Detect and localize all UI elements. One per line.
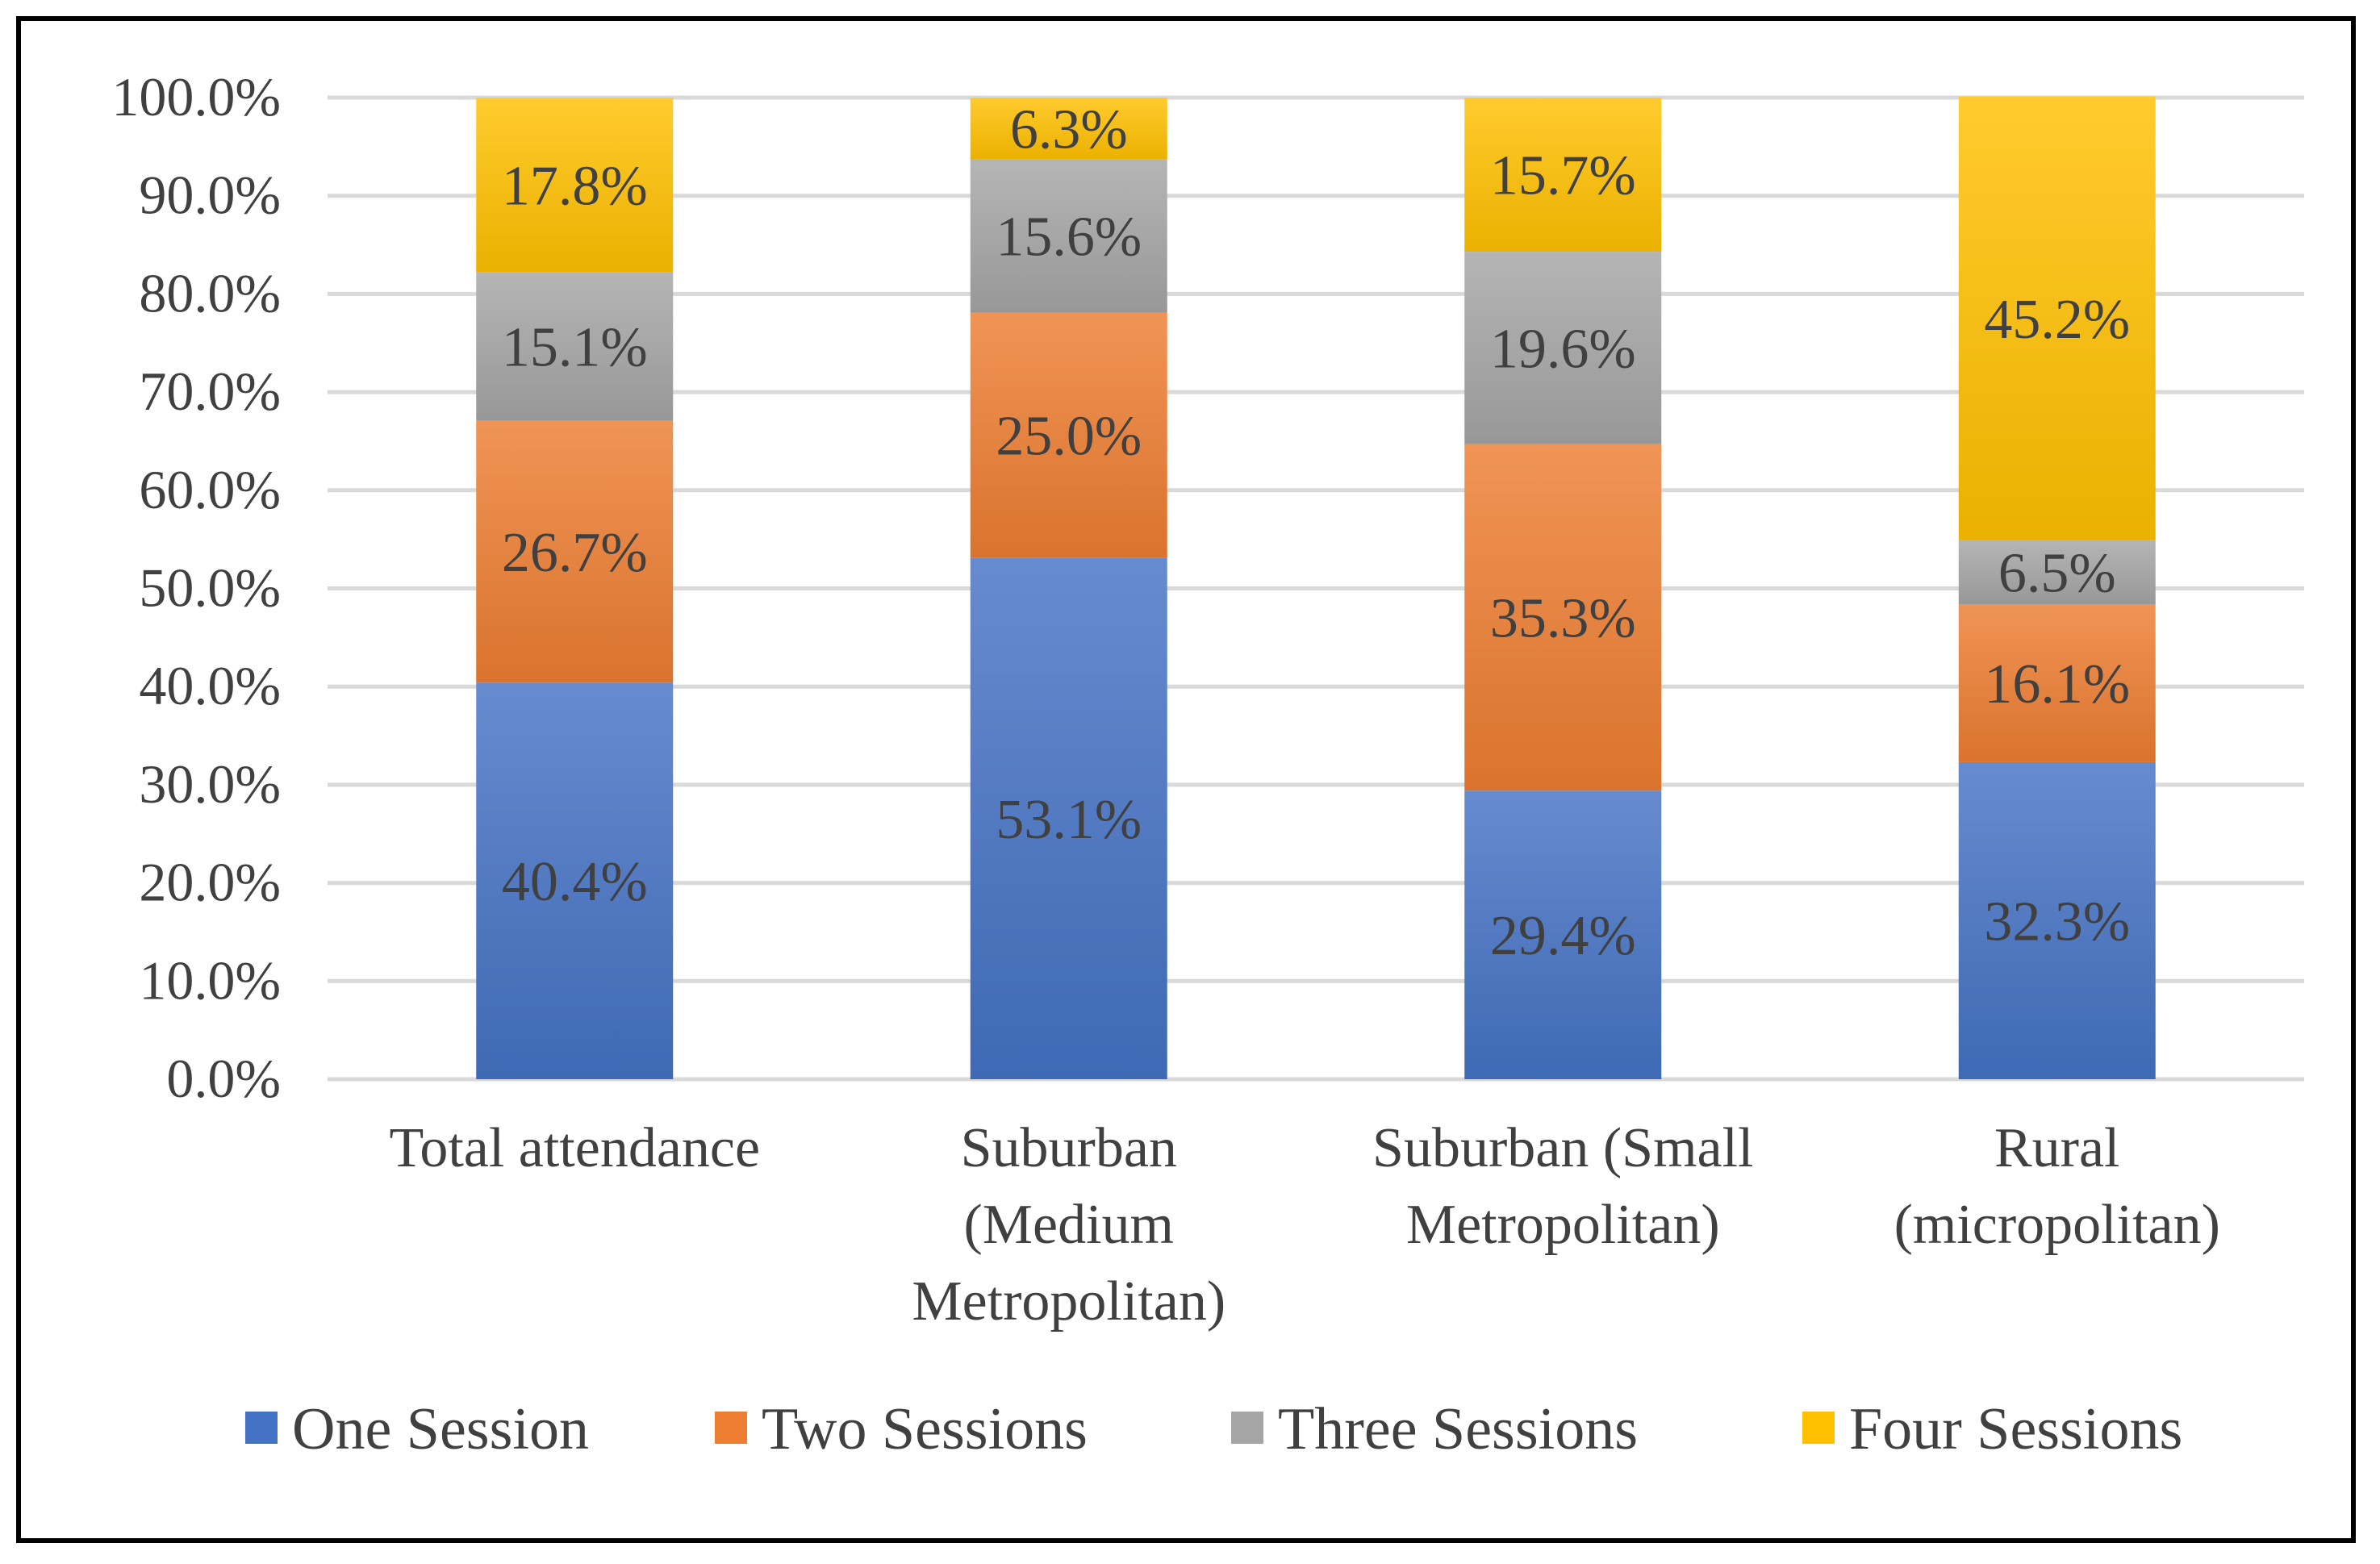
- x-category-line: (Medium: [963, 1194, 1174, 1256]
- legend-label: Three Sessions: [1278, 1396, 1638, 1462]
- data-label-four-sessions-1: 6.3%: [1010, 98, 1128, 161]
- x-category-line: Metropolitan): [1406, 1194, 1720, 1256]
- bar-three-sessions-1: [970, 159, 1167, 313]
- bar-two-sessions-1: [970, 312, 1167, 558]
- data-label-two-sessions-0: 26.7%: [502, 522, 648, 584]
- y-tick-label: 100.0%: [111, 66, 281, 127]
- data-labels: 40.4% 26.7% 15.1% 17.8% 53.1% 25.0% 15.6% 6.3% 2…: [502, 98, 2130, 967]
- data-label-two-sessions-1: 25.0%: [996, 406, 1142, 468]
- y-tick-label: 30.0%: [139, 753, 281, 815]
- legend-item-two-sessions: Two Sessions: [715, 1396, 1088, 1462]
- bar-four-sessions-2: [1464, 98, 1662, 252]
- bar-four-sessions-0: [476, 98, 674, 273]
- x-category-line: (micropolitan): [1894, 1194, 2220, 1256]
- bar-two-sessions-3: [1958, 603, 2156, 762]
- x-category-line: Total attendance: [389, 1117, 760, 1179]
- data-label-one-session-1: 53.1%: [996, 789, 1142, 851]
- x-category-3: Rural (micropolitan): [1894, 1117, 2220, 1256]
- x-category-line: Suburban (Small: [1372, 1117, 1753, 1179]
- x-axis-categories: Total attendance Suburban (Medium Metropoli…: [389, 1117, 2219, 1333]
- legend-swatch: [1231, 1412, 1263, 1444]
- x-category-2: Suburban (Small Metropolitan): [1372, 1117, 1753, 1256]
- data-label-three-sessions-0: 15.1%: [502, 317, 648, 379]
- y-tick-label: 40.0%: [139, 655, 281, 716]
- bar-three-sessions-3: [1958, 540, 2156, 604]
- data-label-one-session-3: 32.3%: [1984, 890, 2130, 953]
- data-label-four-sessions-3: 45.2%: [1984, 289, 2130, 351]
- x-category-line: Suburban: [961, 1117, 1177, 1179]
- bar-one-session-2: [1464, 790, 1662, 1079]
- chart-frame: 0.0% 10.0% 20.0% 30.0% 40.0% 50.0% 60.0% 70.0% 8…: [16, 16, 2356, 1543]
- y-tick-label: 10.0%: [139, 949, 281, 1011]
- bar-four-sessions-3: [1958, 96, 2156, 540]
- bar-one-session-3: [1958, 761, 2156, 1079]
- data-label-three-sessions-2: 19.6%: [1490, 318, 1636, 380]
- legend-swatch: [1802, 1412, 1835, 1444]
- bar-three-sessions-2: [1464, 252, 1662, 444]
- y-tick-label: 60.0%: [139, 459, 281, 520]
- legend: One Session Two Sessions Three Sessions Fou…: [245, 1396, 2182, 1462]
- data-label-two-sessions-3: 16.1%: [1984, 653, 2130, 715]
- y-tick-label: 90.0%: [139, 165, 281, 226]
- legend-item-three-sessions: Three Sessions: [1231, 1396, 1638, 1462]
- legend-item-one-session: One Session: [245, 1396, 589, 1462]
- x-category-line: Rural: [1994, 1117, 2120, 1179]
- bar-three-sessions-0: [476, 272, 674, 421]
- legend-swatch: [715, 1412, 747, 1444]
- x-category-1: Suburban (Medium Metropolitan): [912, 1117, 1225, 1333]
- bars: [476, 96, 2156, 1079]
- data-label-three-sessions-1: 15.6%: [996, 206, 1142, 269]
- y-tick-label: 0.0%: [166, 1048, 281, 1109]
- bar-two-sessions-2: [1464, 444, 1662, 791]
- y-tick-label: 20.0%: [139, 852, 281, 913]
- y-axis-ticks: 0.0% 10.0% 20.0% 30.0% 40.0% 50.0% 60.0% 70.0% 8…: [111, 66, 281, 1109]
- y-tick-label: 70.0%: [139, 361, 281, 422]
- data-label-four-sessions-0: 17.8%: [502, 155, 648, 217]
- y-tick-label: 80.0%: [139, 262, 281, 323]
- data-label-three-sessions-3: 6.5%: [1998, 542, 2116, 604]
- legend-label: Four Sessions: [1849, 1396, 2182, 1462]
- bar-one-session-1: [970, 557, 1167, 1079]
- x-category-line: Metropolitan): [912, 1270, 1225, 1333]
- data-label-one-session-0: 40.4%: [502, 851, 648, 913]
- x-category-0: Total attendance: [389, 1117, 760, 1179]
- bar-one-session-0: [476, 682, 674, 1079]
- data-label-four-sessions-2: 15.7%: [1490, 145, 1636, 207]
- data-label-one-session-2: 29.4%: [1490, 905, 1636, 967]
- stacked-bar-chart: 0.0% 10.0% 20.0% 30.0% 40.0% 50.0% 60.0% 70.0% 8…: [111, 66, 2304, 1462]
- bar-two-sessions-0: [476, 420, 674, 683]
- legend-label: One Session: [292, 1396, 589, 1462]
- legend-item-four-sessions: Four Sessions: [1802, 1396, 2182, 1462]
- y-tick-label: 50.0%: [139, 557, 281, 619]
- bar-four-sessions-1: [970, 98, 1167, 160]
- data-label-two-sessions-2: 35.3%: [1490, 587, 1636, 649]
- legend-swatch: [245, 1412, 278, 1444]
- legend-label: Two Sessions: [762, 1396, 1088, 1462]
